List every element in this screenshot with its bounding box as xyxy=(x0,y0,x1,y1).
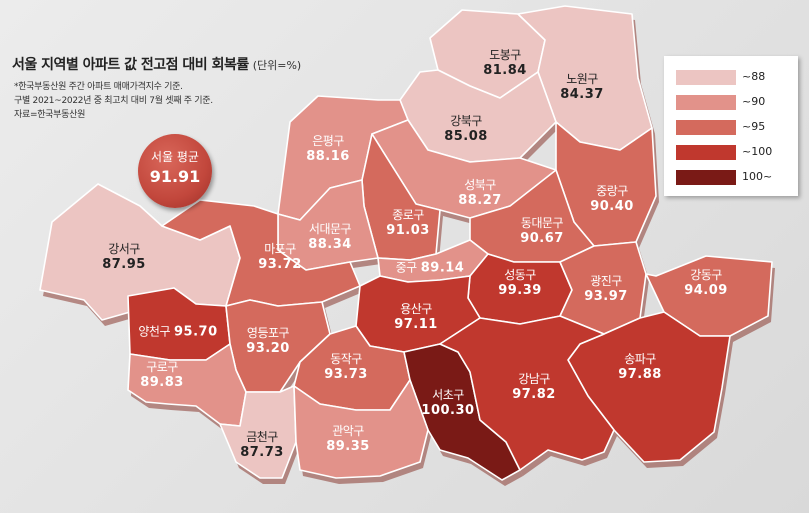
unit-label: (단위=%) xyxy=(252,59,302,72)
legend-swatch xyxy=(676,145,736,160)
source-notes: *한국부동산원 주간 아파트 매매가격지수 기준. 구별 2021~2022년 … xyxy=(14,80,213,122)
legend-label: 100~ xyxy=(742,170,773,183)
average-value: 91.91 xyxy=(149,167,201,186)
legend-swatch xyxy=(676,95,736,110)
map-legend: ~88 ~90 ~95 ~100 100~ xyxy=(664,56,798,196)
average-label: 서울 평균 xyxy=(151,150,199,164)
map-title-block: 서울 지역별 아파트 값 전고점 대비 회복률 (단위=%) xyxy=(12,54,301,74)
map-title: 서울 지역별 아파트 값 전고점 대비 회복률 xyxy=(12,57,249,73)
district-region xyxy=(161,199,361,307)
note-line: *한국부동산원 주간 아파트 매매가격지수 기준. xyxy=(14,82,183,92)
district-region xyxy=(439,315,615,471)
seoul-average-badge: 서울 평균 91.91 xyxy=(138,134,212,208)
legend-swatch xyxy=(676,170,736,185)
legend-label: ~90 xyxy=(742,95,766,108)
legend-swatch xyxy=(676,70,736,85)
legend-label: ~88 xyxy=(742,70,766,83)
map-district-layer xyxy=(39,5,773,481)
note-line: 구별 2021~2022년 중 최고치 대비 7월 셋째 주 기준. xyxy=(14,96,213,106)
legend-label: ~95 xyxy=(742,120,766,133)
legend-swatch xyxy=(676,120,736,135)
note-line: 자료=한국부동산원 xyxy=(14,110,86,120)
district-region xyxy=(467,253,573,325)
district-region xyxy=(293,379,429,479)
legend-label: ~100 xyxy=(742,145,773,158)
